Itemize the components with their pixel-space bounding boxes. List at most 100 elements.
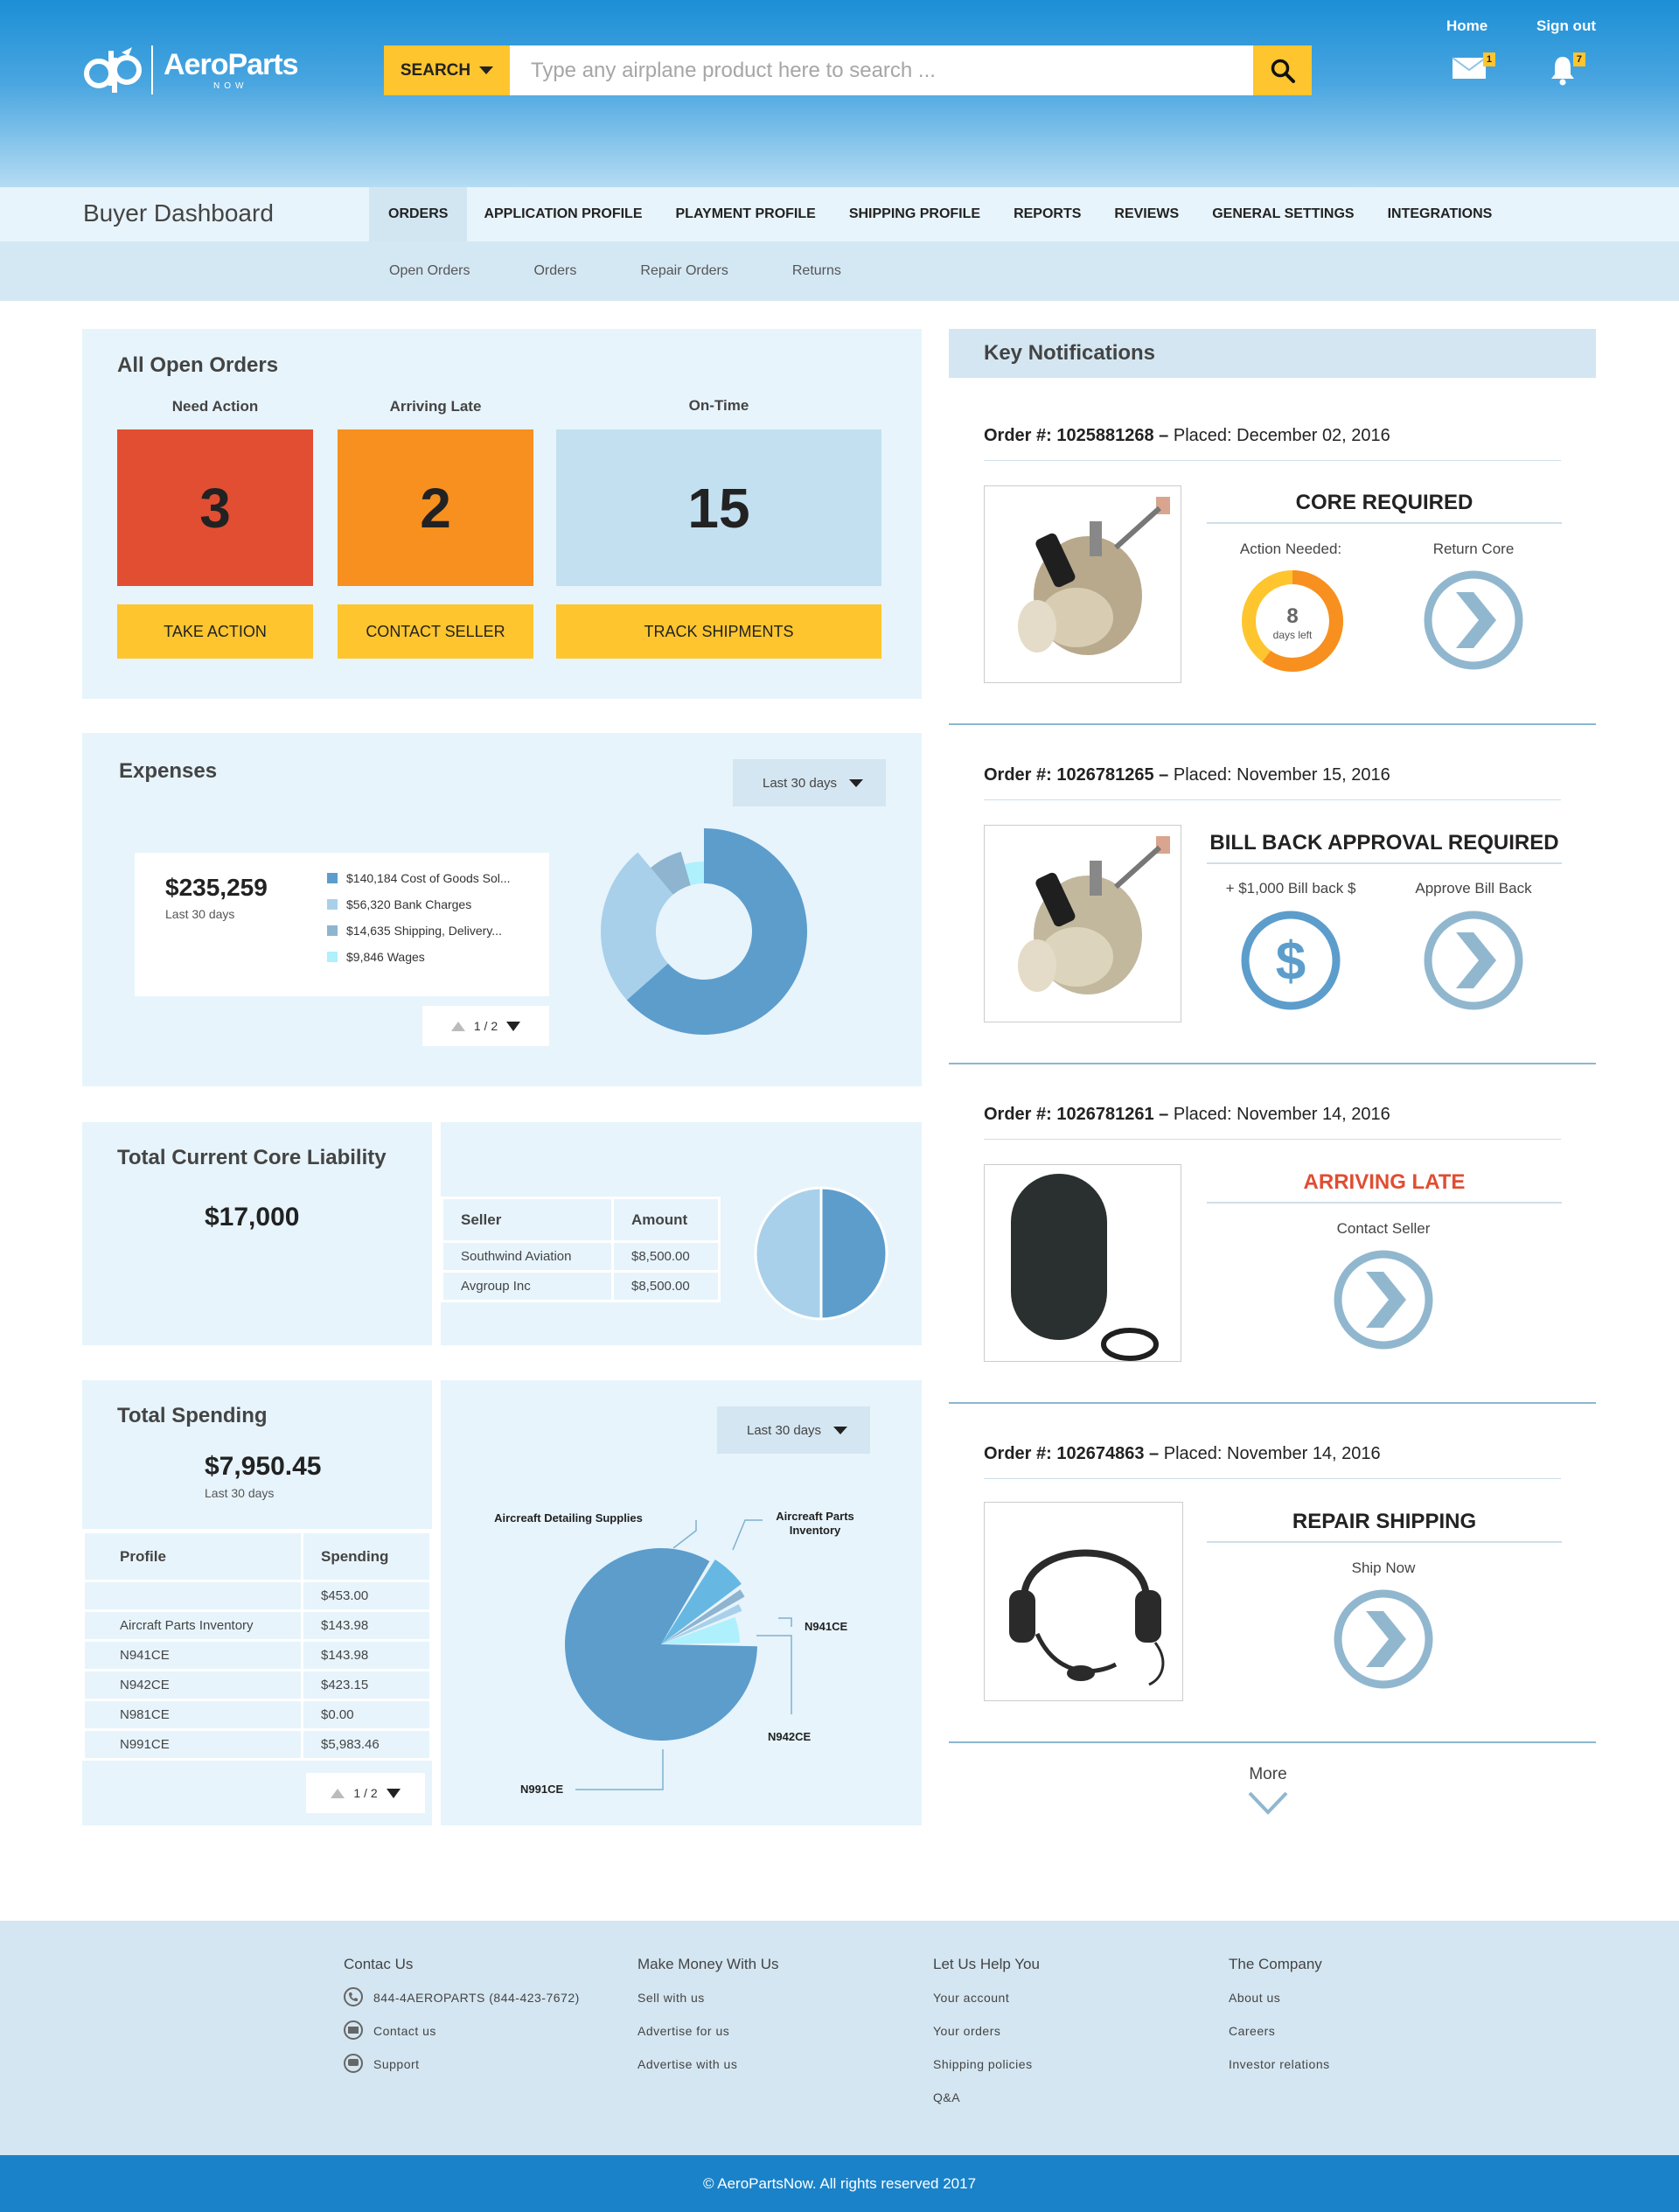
pie-slice-cost-of-goods-sol[interactable] [626, 828, 807, 1035]
footer-link[interactable]: Sell with us [637, 1991, 705, 2005]
profile-cell: Aircraft Parts Inventory [82, 1609, 303, 1642]
track-shipments-button[interactable]: TRACK SHIPMENTS [556, 604, 881, 659]
legend-item: $14,635 Shipping, Delivery... [327, 918, 511, 944]
product-image-starter[interactable] [984, 485, 1181, 683]
table-row[interactable]: $453.00 [82, 1580, 432, 1612]
spending-page-indicator: 1 / 2 [353, 1786, 378, 1800]
footer-link[interactable]: Your orders [933, 2024, 1001, 2038]
tab-shipping-profile[interactable]: SHIPPING PROFILE [848, 206, 981, 221]
pie-slice-n942ce[interactable] [661, 1616, 740, 1644]
pie-slice-n991ce[interactable] [565, 1548, 757, 1741]
ship-now-button[interactable] [1333, 1588, 1434, 1690]
tab-payment-profile[interactable]: PLAYMENT PROFILE [675, 206, 816, 221]
pie-slice-bank-charges[interactable] [601, 852, 673, 1001]
return-core-button[interactable] [1423, 569, 1524, 671]
pie-slice-wages[interactable] [684, 862, 704, 886]
expenses-range-dropdown[interactable]: Last 30 days [733, 759, 886, 806]
footer-link[interactable]: Support [344, 2054, 580, 2090]
page-up-icon[interactable] [450, 1021, 465, 1031]
table-row[interactable]: Aircraft Parts Inventory $143.98 [82, 1609, 432, 1642]
page-down-icon[interactable] [386, 1788, 401, 1798]
pie-slice-aircreaft-detailing-supplies[interactable] [661, 1560, 742, 1644]
product-image-starter[interactable] [984, 825, 1181, 1022]
footer-link[interactable]: Shipping policies [933, 2057, 1033, 2071]
notifications-button[interactable]: 7 [1549, 52, 1585, 90]
amount-cell: $8,500.00 [611, 1240, 721, 1273]
pie-slice-avgroup-inc[interactable] [754, 1186, 823, 1321]
subtab-repair-orders[interactable]: Repair Orders [640, 263, 728, 278]
tab-application-profile[interactable]: APPLICATION PROFILE [484, 206, 643, 221]
pie-slice-aircreaft-parts-inventory[interactable] [661, 1589, 745, 1644]
spending-pager[interactable]: 1 / 2 [306, 1773, 425, 1813]
order-header[interactable]: Order #: 1026781265 – Placed: November 1… [984, 765, 1390, 785]
site-logo[interactable]: AeroParts NOW [83, 45, 299, 94]
footer-link[interactable]: Investor relations [1229, 2057, 1330, 2071]
footer-link[interactable]: Advertise with us [637, 2057, 738, 2071]
arriving-late-count[interactable]: 2 [338, 429, 533, 586]
table-row[interactable]: N981CE $0.00 [82, 1699, 432, 1731]
expenses-pager[interactable]: 1 / 2 [422, 1006, 549, 1046]
table-row[interactable]: Southwind Aviation $8,500.00 [441, 1240, 721, 1273]
profile-cell: N981CE [82, 1699, 303, 1731]
footer-link[interactable]: Q&A [933, 2090, 961, 2104]
order-placed-date: Placed: November 14, 2016 [1173, 1105, 1390, 1124]
footer-link[interactable]: Contact us [344, 2020, 580, 2057]
table-row[interactable]: N941CE $143.98 [82, 1639, 432, 1671]
table-row[interactable]: N991CE $5,983.46 [82, 1728, 432, 1761]
table-row[interactable]: N942CE $423.15 [82, 1669, 432, 1701]
tab-general-settings[interactable]: GENERAL SETTINGS [1212, 206, 1355, 221]
subtab-returns[interactable]: Returns [791, 263, 841, 278]
home-link[interactable]: Home [1446, 17, 1488, 34]
starter-motor-icon [1018, 497, 1170, 655]
table-header-row: Seller Amount [441, 1197, 721, 1243]
mail-button[interactable]: 1 [1452, 52, 1495, 85]
subtab-open-orders[interactable]: Open Orders [389, 263, 470, 278]
need-action-count[interactable]: 3 [117, 429, 313, 586]
product-image-mic-cover[interactable] [984, 1164, 1181, 1362]
search-dropdown-label: SEARCH [400, 60, 471, 80]
leader-line [756, 1635, 792, 1714]
spending-range-dropdown[interactable]: Last 30 days [717, 1406, 870, 1454]
site-header: AeroParts NOW SEARCH Home Sign out 1 7 [0, 0, 1679, 187]
signout-link[interactable]: Sign out [1536, 17, 1596, 34]
tab-orders[interactable]: ORDERS [369, 187, 468, 241]
take-action-button[interactable]: TAKE ACTION [117, 604, 313, 659]
order-header[interactable]: Order #: 102674863 – Placed: November 14… [984, 1444, 1381, 1463]
order-header[interactable]: Order #: 1025881268 – Placed: December 0… [984, 426, 1390, 445]
on-time-count[interactable]: 15 [556, 429, 881, 586]
page-up-icon[interactable] [331, 1788, 345, 1798]
contact-seller-arrow-button[interactable] [1333, 1249, 1434, 1350]
page-down-icon[interactable] [506, 1021, 521, 1031]
pie-slice-shipping-delivery[interactable] [651, 851, 691, 895]
order-label: Order #: [984, 765, 1052, 785]
footer-link[interactable]: 844-4AEROPARTS (844-423-7672) [344, 1987, 580, 2024]
pie-slice-n941ce[interactable] [661, 1603, 742, 1644]
legend-swatch [327, 952, 338, 962]
spending-cell: $143.98 [301, 1639, 432, 1671]
contact-seller-button[interactable]: CONTACT SELLER [338, 604, 533, 659]
more-button[interactable]: More [1216, 1765, 1320, 1821]
search-category-dropdown[interactable]: SEARCH [384, 45, 510, 95]
footer-link[interactable]: Careers [1229, 2024, 1276, 2038]
more-label: More [1249, 1765, 1287, 1783]
mail-icon [344, 2020, 363, 2040]
footer-link[interactable]: Advertise for us [637, 2024, 730, 2038]
order-header[interactable]: Order #: 1026781261 – Placed: November 1… [984, 1105, 1390, 1124]
bill-back-button[interactable]: $ [1240, 910, 1341, 1011]
tab-reports[interactable]: REPORTS [1014, 206, 1082, 221]
legend-label: $14,635 Shipping, Delivery... [346, 924, 502, 938]
tab-integrations[interactable]: INTEGRATIONS [1387, 206, 1493, 221]
approve-bill-back-button[interactable] [1423, 910, 1524, 1011]
tab-reviews[interactable]: REVIEWS [1114, 206, 1180, 221]
pie-slice-southwind-aviation[interactable] [819, 1186, 888, 1321]
order-placed-date: Placed: November 15, 2016 [1173, 765, 1390, 785]
legend-swatch [327, 925, 338, 936]
product-image-headset[interactable] [984, 1502, 1183, 1701]
search-button[interactable] [1253, 45, 1312, 95]
search-input[interactable] [510, 45, 1253, 95]
subtab-orders[interactable]: Orders [533, 263, 577, 278]
table-row[interactable]: Avgroup Inc $8,500.00 [441, 1270, 721, 1302]
footer-link[interactable]: About us [1229, 1991, 1281, 2005]
footer-link[interactable]: Your account [933, 1991, 1010, 2005]
divider [1207, 1541, 1562, 1543]
